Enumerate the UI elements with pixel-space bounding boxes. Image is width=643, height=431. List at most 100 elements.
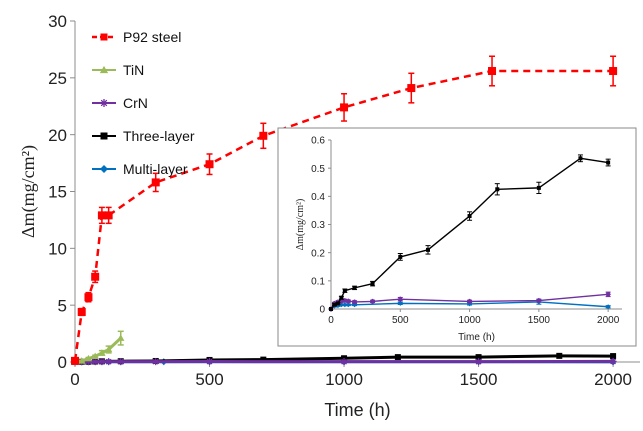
inset-series-three-layer-point	[426, 247, 430, 252]
main-legend: P92 steel TiN CrN Three-layer Multi-layer	[92, 29, 195, 177]
main-legend-label-three-layer: Three-layer	[123, 128, 195, 144]
main-series-tin-point	[98, 349, 106, 356]
inset-y-tick-label-0-3: 0.3	[311, 220, 325, 231]
main-series-p92-steel-point	[71, 356, 79, 365]
inset-y-tick-label-0-6: 0.6	[311, 136, 325, 147]
main-series-tin-point	[104, 345, 113, 353]
inset-series-multi-layer-point	[605, 304, 611, 310]
main-legend-label-crn: CrN	[123, 95, 148, 111]
main-series-p92-steel-point	[91, 272, 100, 281]
inset-series-crn-point	[536, 298, 542, 304]
main-series-p92-steel-point	[97, 211, 106, 220]
main-series-tin-point	[91, 352, 99, 360]
main-legend-marker-three-layer	[100, 132, 108, 140]
main-series-crn-point	[609, 357, 617, 365]
main-legend-item-multi-layer: Multi-layer	[92, 161, 188, 177]
main-series-crn-point	[91, 358, 99, 366]
inset-series-multi-layer-point	[345, 302, 351, 308]
main-series-p92-steel-point	[259, 131, 268, 140]
main-series-crn-point	[475, 358, 483, 366]
main-series-tin-point	[78, 357, 86, 364]
main-series-three-layer-point	[394, 354, 401, 361]
inset-x-tick-label-500: 500	[392, 315, 409, 326]
inset-frame	[277, 127, 637, 347]
main-series-p92-steel-point	[104, 211, 113, 220]
inset-series-crn-point	[397, 296, 403, 302]
inset-series-three-layer-point	[467, 214, 472, 219]
inset-series-three-layer-point	[398, 254, 403, 259]
main-y-tick-label-25: 25	[48, 69, 67, 88]
main-series-p92-steel-point	[205, 160, 214, 169]
inset-series-three-layer-point	[370, 281, 375, 286]
main-legend-label-p92-steel: P92 steel	[123, 29, 181, 45]
main-series-crn-point	[98, 358, 106, 366]
inset-y-tick-label-0-1: 0.1	[311, 276, 325, 287]
main-series-three-layer-point	[556, 352, 563, 359]
main-x-tick-label-1000: 1000	[325, 370, 363, 389]
main-series-crn-point	[340, 358, 348, 366]
inset-y-tick-label-0-5: 0.5	[311, 164, 325, 175]
main-chart: 0 5 10 15 20 25 30 0 500 1000 1500 2000 Time (h) Δm(m…	[18, 12, 640, 420]
main-series-tin-point	[117, 334, 125, 341]
inset-y-tick-label-0-2: 0.2	[311, 248, 325, 259]
main-y-tick-label-20: 20	[48, 126, 67, 145]
main-series-crn-point	[206, 358, 214, 366]
main-series-crn-point	[84, 358, 92, 366]
main-legend-label-tin: TiN	[123, 62, 144, 78]
main-series-p92-steel-point	[151, 178, 160, 187]
inset-series-three-layer-point	[339, 295, 344, 300]
main-y-tick-label-10: 10	[48, 239, 67, 258]
main-y-tick-label-5: 5	[58, 296, 67, 315]
inset-y-axis-label: Δm(mg/cm²)	[295, 199, 306, 251]
inset-series-three-layer-point	[335, 301, 340, 306]
inset-series-crn-point	[370, 298, 376, 304]
main-legend-item-crn: CrN	[92, 95, 148, 111]
inset-x-tick-label-1500: 1500	[528, 315, 551, 326]
main-y-tick-label-30: 30	[48, 12, 67, 31]
inset-series-crn-point	[342, 298, 348, 304]
inset-series-crn-point	[467, 298, 473, 304]
main-legend-marker-multi-layer	[100, 165, 108, 173]
main-series-p92-steel-point	[488, 67, 497, 76]
main-series-crn-point	[152, 358, 160, 366]
inset-x-axis-label: Time (h)	[458, 332, 495, 343]
main-y-tick-label-0: 0	[58, 353, 67, 372]
main-series-p92-steel-point	[77, 307, 86, 316]
main-series-p92-steel-point	[609, 67, 618, 76]
main-legend-item-p92-steel: P92 steel	[92, 29, 181, 45]
inset-series-three-layer-point	[578, 156, 583, 161]
inset-series-crn-point	[605, 291, 611, 297]
inset-series-multi-layer-point	[342, 302, 348, 308]
inset-series-three-layer-point	[536, 185, 541, 190]
main-x-tick-label-0: 0	[70, 370, 79, 389]
inset-series-crn-point	[352, 299, 358, 305]
main-legend-marker-tin	[99, 65, 109, 74]
main-series-p92-steel	[71, 55, 618, 365]
main-series-three-layer-point	[260, 356, 267, 363]
main-x-axis-label: Time (h)	[324, 400, 390, 420]
main-series-crn-point	[117, 358, 125, 366]
inset-series-three-layer-point	[495, 187, 500, 192]
inset-series-crn-point	[345, 298, 351, 304]
inset-x-tick-label-1000: 1000	[458, 315, 481, 326]
main-legend-item-tin: TiN	[92, 62, 144, 78]
inset-series-three-layer-point	[329, 307, 333, 311]
main-series-p92-steel-point	[407, 84, 416, 93]
main-y-tick-label-15: 15	[48, 183, 67, 202]
main-series-three-layer-point	[610, 353, 617, 360]
main-x-tick-label-500: 500	[195, 370, 223, 389]
main-x-tick-label-1500: 1500	[460, 370, 498, 389]
inset-y-tick-label-0: 0	[319, 305, 325, 316]
main-series-crn-point	[105, 358, 113, 366]
main-legend-item-three-layer: Three-layer	[92, 128, 195, 144]
main-series-p92-steel-point	[340, 103, 349, 112]
inset-series-three-layer-point	[606, 160, 611, 165]
inset-series-crn-point	[338, 298, 344, 304]
inset-series-three-layer-point	[332, 302, 337, 307]
main-x-tick-label-2000: 2000	[594, 370, 632, 389]
main-series-p92-steel-point	[84, 293, 93, 302]
inset-series-three-layer-point	[352, 285, 357, 290]
main-series-three-layer-point	[475, 354, 482, 361]
